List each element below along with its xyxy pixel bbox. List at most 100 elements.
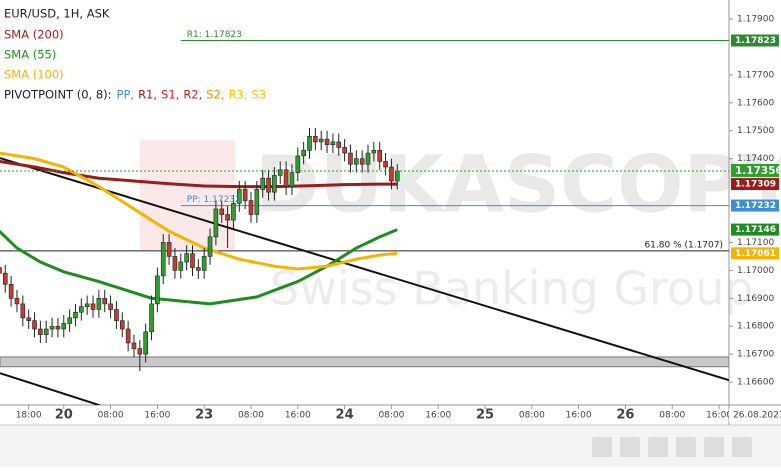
sma-line — [0, 228, 398, 306]
candle-body — [236, 189, 242, 204]
pivot-item: R3, — [229, 88, 248, 102]
candle-body — [137, 348, 143, 355]
candle-body — [277, 169, 283, 176]
candle-body — [330, 141, 336, 145]
y-tick-label: 1.17900 — [737, 14, 774, 24]
candle-body — [178, 261, 184, 271]
y-tick-label: 1.17100 — [737, 238, 774, 248]
candle-body — [377, 149, 383, 162]
candle-body — [394, 170, 400, 182]
candle-body — [324, 138, 330, 145]
candle-body — [266, 177, 271, 193]
sma-line — [0, 160, 398, 189]
candle-body — [336, 141, 342, 148]
legend-entry: SMA (200) — [4, 28, 64, 42]
candle-body — [20, 303, 26, 319]
candle-body — [8, 284, 14, 299]
candle-body — [131, 342, 137, 349]
watermark-logo — [140, 140, 235, 250]
x-tick-label: 16:00 — [566, 411, 592, 421]
toolbar-button[interactable] — [704, 437, 724, 457]
candle-body — [155, 275, 160, 305]
x-tick-label: 08:00 — [378, 411, 404, 421]
candle-body — [49, 325, 55, 330]
toolbar-button[interactable] — [676, 437, 696, 457]
overlay: R1: 1.17823 1.17823 PP: 1.17232 1.17232 61.8… — [187, 30, 781, 260]
candle-body — [190, 253, 195, 268]
support-zone — [0, 356, 729, 368]
toolbar-button[interactable] — [732, 437, 752, 457]
x-tick-label: 26 — [616, 408, 634, 423]
pivot-item: R2, — [183, 88, 202, 102]
candle-body — [149, 303, 154, 333]
toolbar-button[interactable] — [592, 437, 612, 457]
x-tick-label: 18:00 — [16, 411, 42, 421]
pivot-item: R1, — [138, 88, 157, 102]
x-tick-label: 08:00 — [98, 411, 124, 421]
x-tick-label: 16:00 — [144, 411, 170, 421]
candle-body — [61, 323, 67, 330]
trend-line — [0, 372, 101, 405]
candle-body — [219, 208, 225, 215]
price-box-label: 1.17146 — [735, 225, 776, 235]
toolbar-button[interactable] — [620, 437, 640, 457]
price-box-label: 1.17356 — [735, 165, 781, 177]
candle-body — [73, 311, 78, 319]
x-tick-label: 24 — [336, 408, 354, 423]
level-label: R1: 1.17823 — [187, 30, 242, 40]
y-tick-label: 1.17000 — [737, 266, 774, 276]
pivot-item: PP, — [117, 88, 135, 102]
x-tick-label: 08:00 — [519, 411, 545, 421]
price-box — [731, 199, 779, 212]
candle-body — [43, 328, 49, 335]
candle-body — [32, 320, 37, 330]
candle-body — [14, 298, 20, 305]
date-label: 26.08.2021 — [733, 411, 781, 421]
candle-body — [289, 172, 295, 187]
candle-body — [160, 242, 166, 277]
candle-body — [213, 208, 219, 238]
candle-body — [359, 158, 365, 165]
candle-body — [102, 298, 108, 305]
price-box — [731, 223, 779, 236]
candle-body — [231, 203, 236, 221]
y-tick-label: 1.16900 — [737, 294, 774, 304]
candle-body — [196, 267, 201, 271]
candle-body — [90, 303, 96, 310]
candle-body — [348, 152, 353, 165]
candle-body — [207, 236, 213, 257]
candle-body — [108, 303, 113, 310]
candle-body — [184, 253, 189, 263]
price-box-label: 1.17232 — [735, 201, 776, 211]
y-tick-label: 1.17600 — [737, 98, 774, 108]
pivot-item: S1, — [161, 88, 179, 102]
price-box-label: 1.17823 — [735, 36, 776, 46]
sma-line — [0, 151, 398, 271]
pivot-item: S3 — [252, 88, 267, 102]
candle-body — [166, 242, 172, 257]
candle-body — [254, 189, 260, 215]
x-tick-label: 08:00 — [659, 411, 685, 421]
candle-body — [2, 272, 8, 285]
toolbar-button[interactable] — [648, 437, 668, 457]
candle-body — [260, 177, 265, 190]
candle-body — [38, 328, 43, 335]
candle-body — [283, 169, 289, 187]
price-box — [731, 34, 779, 47]
x-tick-label: 25 — [476, 408, 494, 423]
candle-body — [383, 161, 388, 168]
plot-area — [0, 40, 729, 405]
legend-entry: SMA (55) — [4, 48, 56, 62]
level-label: PP: 1.17232 — [187, 195, 241, 205]
x-tick-label: 16:00 — [285, 411, 311, 421]
candle-body — [248, 200, 254, 215]
candle-body — [84, 303, 90, 307]
candle-body — [114, 309, 119, 321]
y-tick-label: 1.16600 — [737, 378, 774, 388]
candle-body — [342, 147, 347, 154]
legend-entry: SMA (100) — [4, 68, 64, 82]
candle-body — [354, 158, 359, 165]
pivot-item: S2, — [206, 88, 224, 102]
